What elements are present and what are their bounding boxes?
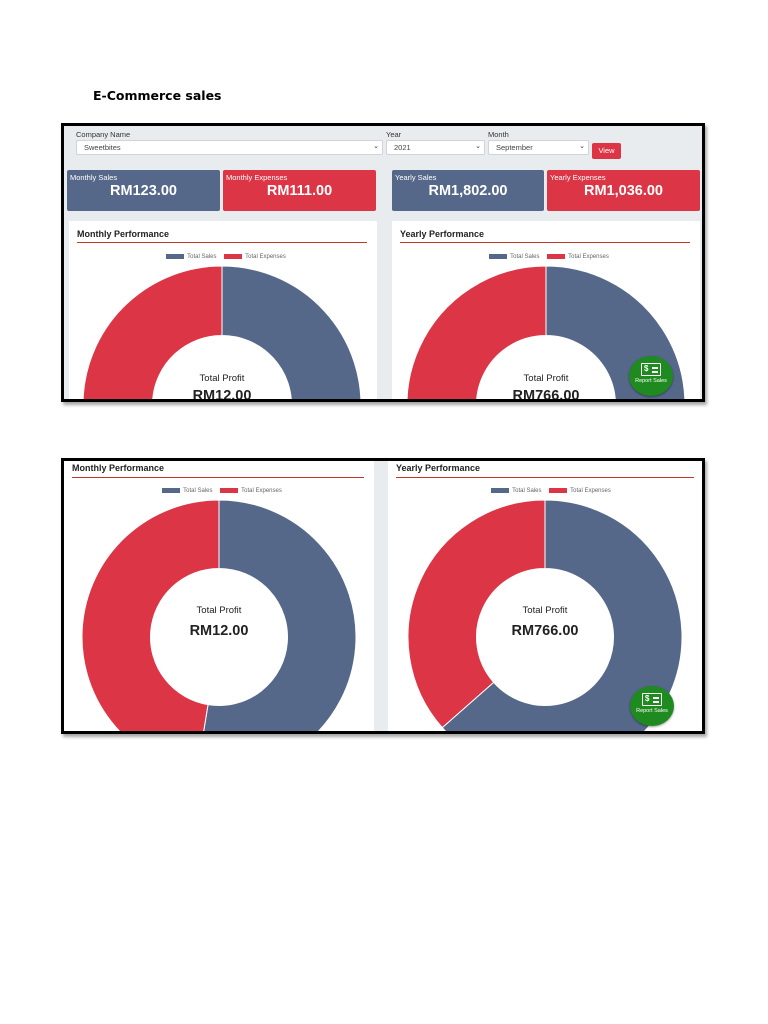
panel-gap (374, 461, 388, 731)
chart-legend: Total Sales Total Expenses (69, 254, 377, 260)
yearly-donut-chart (407, 499, 683, 731)
panel-title: Monthly Performance (72, 463, 165, 473)
center-label: Total Profit (196, 605, 242, 616)
title-underline (77, 242, 367, 243)
donut-slice-sales (221, 265, 362, 399)
report-sales-button[interactable]: $ Report Sales (630, 686, 674, 726)
donut-slice-expenses (406, 265, 547, 399)
chevron-down-icon: ⌄ (373, 143, 379, 150)
chart-legend: Total Sales Total Expenses (64, 488, 374, 494)
monthly-expenses-label: Monthly Expenses (226, 173, 288, 182)
monthly-sales-card: Monthly Sales RM123.00 (67, 170, 220, 211)
yearly-expenses-label: Yearly Expenses (550, 173, 606, 182)
monthly-expenses-value: RM111.00 (266, 183, 333, 199)
monthly-sales-value: RM123.00 (110, 183, 177, 199)
year-select-value: 2021 (394, 143, 411, 152)
yearly-performance-panel: Yearly Performance Total Sales Total Exp… (388, 461, 702, 731)
chart-legend: Total Sales Total Expenses (392, 254, 700, 260)
document-title: E-Commerce sales (93, 88, 222, 103)
yearly-performance-panel: Yearly Performance Total Sales Total Exp… (392, 221, 700, 402)
legend-swatch-sales (162, 488, 181, 493)
year-select[interactable]: 2021 ⌄ (386, 140, 485, 155)
yearly-sales-card: Yearly Sales RM1,802.00 (392, 170, 544, 211)
chart-legend: Total Sales Total Expenses (388, 488, 702, 495)
dashboard-screenshot-full: Company Name Sweetbites ⌄ Year 2021 ⌄ Mo… (61, 123, 705, 402)
monthly-expenses-card: Monthly Expenses RM111.00 (223, 170, 376, 211)
view-button[interactable]: View (592, 143, 621, 159)
total-profit-value: RM766.00 (511, 623, 579, 639)
yearly-sales-value: RM1,802.00 (428, 183, 508, 199)
total-profit-value: RM766.00 (512, 388, 580, 402)
center-label: Total Profit (523, 373, 569, 384)
donut-slice-sales (441, 499, 683, 731)
company-select[interactable]: Sweetbites ⌄ (76, 140, 383, 155)
report-sales-label: Report Sales (636, 708, 668, 714)
monthly-donut-chart (81, 499, 357, 731)
month-select-value: September (496, 143, 533, 152)
legend-swatch-sales (491, 488, 510, 493)
monthly-performance-panel: Monthly Performance Total Sales Total Ex… (69, 221, 377, 402)
report-sales-button[interactable]: $ Report Sales (629, 356, 673, 396)
legend-label-sales: Total Sales (183, 488, 213, 495)
company-select-value: Sweetbites (84, 143, 121, 152)
donut-slice-expenses (81, 499, 220, 731)
company-label: Company Name (76, 130, 131, 139)
title-underline (72, 477, 364, 478)
year-label: Year (386, 130, 402, 139)
center-label: Total Profit (199, 373, 245, 384)
legend-swatch-expenses (549, 488, 568, 493)
panel-title: Yearly Performance (396, 463, 481, 473)
legend-label-expenses: Total Expenses (568, 254, 609, 261)
donut-slice-expenses (82, 265, 223, 399)
title-underline (400, 242, 690, 243)
report-sales-label: Report Sales (635, 378, 667, 384)
donut-slice-expenses (407, 499, 546, 729)
legend-swatch-sales (489, 254, 508, 259)
money-bill-icon: $ (641, 363, 661, 376)
center-label: Total Profit (522, 605, 568, 616)
legend-swatch-expenses (224, 254, 243, 259)
panel-title: Monthly Performance (77, 229, 170, 239)
money-bill-icon: $ (642, 693, 662, 706)
filter-bar: Company Name Sweetbites ⌄ Year 2021 ⌄ Mo… (64, 126, 702, 163)
legend-label-sales: Total Sales (512, 488, 542, 495)
legend-swatch-expenses (220, 488, 239, 493)
month-label: Month (488, 130, 509, 139)
yearly-expenses-value: RM1,036.00 (584, 183, 663, 199)
legend-swatch-sales (166, 254, 185, 259)
legend-label-expenses: Total Expenses (570, 488, 611, 495)
monthly-sales-label: Monthly Sales (70, 173, 118, 182)
legend-label-expenses: Total Expenses (245, 254, 286, 261)
monthly-performance-panel: Monthly Performance Total Sales Total Ex… (64, 461, 374, 731)
panel-title: Yearly Performance (400, 229, 485, 239)
title-underline (396, 477, 694, 478)
month-select[interactable]: September ⌄ (488, 140, 589, 155)
chevron-down-icon: ⌄ (579, 143, 585, 150)
legend-label-sales: Total Sales (187, 254, 217, 261)
total-profit-value: RM12.00 (189, 623, 249, 639)
yearly-sales-label: Yearly Sales (395, 173, 437, 182)
legend-label-sales: Total Sales (510, 254, 540, 261)
legend-swatch-expenses (547, 254, 566, 259)
donut-slice-sales (203, 499, 357, 731)
monthly-donut-chart (82, 265, 362, 399)
yearly-expenses-card: Yearly Expenses RM1,036.00 (547, 170, 700, 211)
dashboard-screenshot-charts: Monthly Performance Total Sales Total Ex… (61, 458, 705, 734)
total-profit-value: RM12.00 (192, 388, 252, 402)
chevron-down-icon: ⌄ (475, 143, 481, 150)
legend-label-expenses: Total Expenses (241, 488, 282, 495)
